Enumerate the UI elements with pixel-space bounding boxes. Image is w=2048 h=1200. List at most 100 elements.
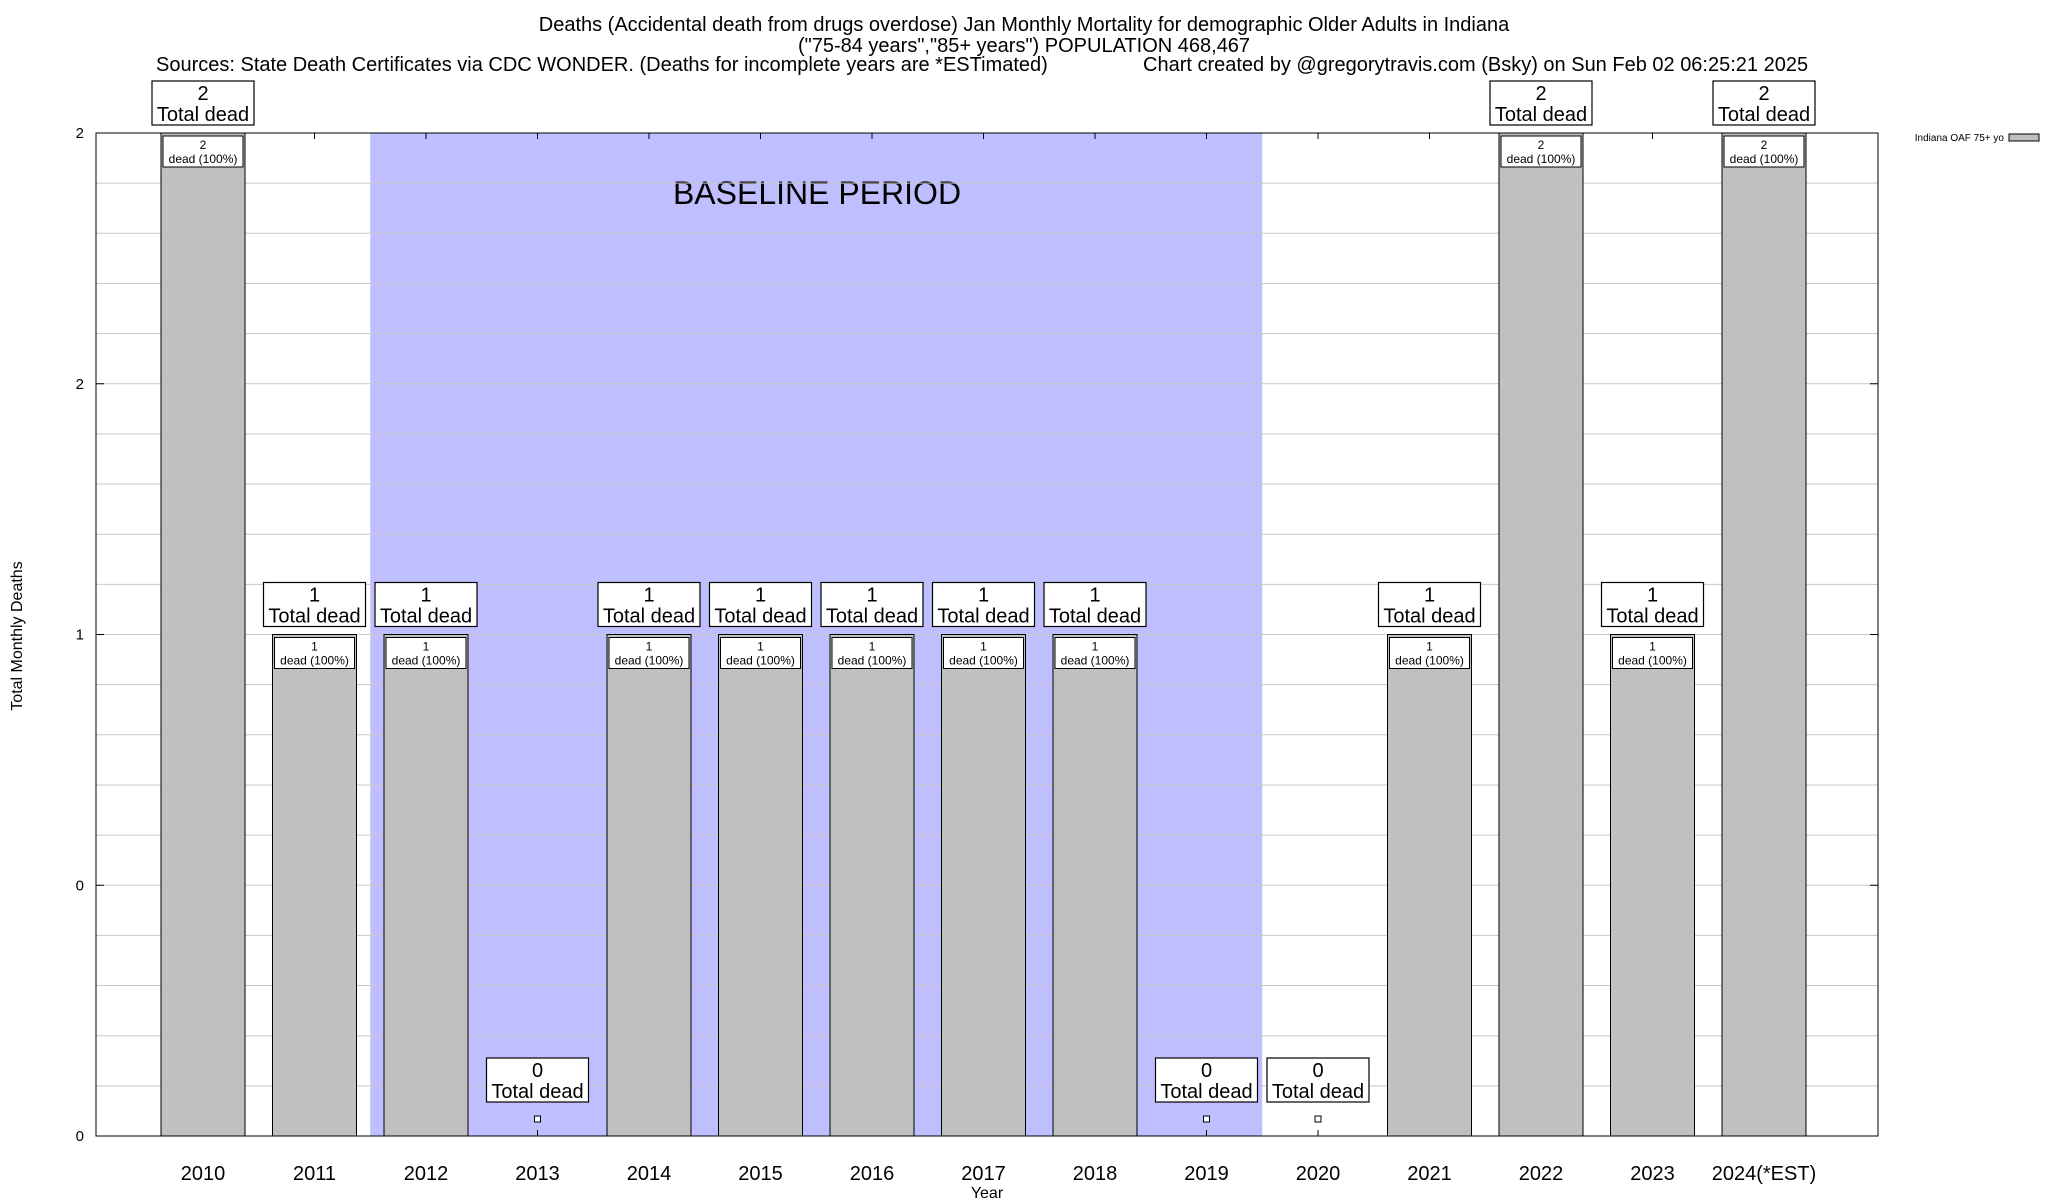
y-tick-label: 0 xyxy=(76,877,84,894)
bar-value-label: 1 xyxy=(423,640,430,654)
total-text-label: Total dead xyxy=(603,606,695,628)
bar-value-label: 1 xyxy=(869,640,876,654)
total-value-label: 1 xyxy=(1089,585,1100,607)
total-value-label: 1 xyxy=(1424,585,1435,607)
x-axis-title: Year xyxy=(971,1185,1004,1200)
total-value-label: 2 xyxy=(1758,83,1769,105)
bar-value-label: 1 xyxy=(1426,640,1433,654)
total-text-label: Total dead xyxy=(1272,1081,1364,1103)
x-tick-label: 2012 xyxy=(404,1163,449,1185)
total-text-label: Total dead xyxy=(714,606,806,628)
bar-percent-label: dead (100%) xyxy=(1395,654,1464,668)
bar-value-label: 1 xyxy=(646,640,653,654)
bar xyxy=(272,634,357,1137)
total-label-box xyxy=(1377,581,1482,628)
total-label-box xyxy=(1712,80,1816,126)
total-label-box xyxy=(262,581,367,628)
total-text-label: Total dead xyxy=(1383,606,1475,628)
total-value-label: 1 xyxy=(1647,585,1658,607)
total-text-label: Total dead xyxy=(1160,1081,1252,1103)
bar xyxy=(718,634,803,1137)
total-label-box xyxy=(1489,80,1593,126)
bar-percent-label: dead (100%) xyxy=(392,654,461,668)
bar-label-box xyxy=(385,637,467,669)
total-label-box xyxy=(597,581,701,628)
bar-label-box xyxy=(831,637,913,669)
total-value-label: 0 xyxy=(1312,1060,1323,1082)
x-tick-label: 2014 xyxy=(627,1163,672,1185)
total-text-label: Total dead xyxy=(1049,606,1141,628)
bar xyxy=(606,634,692,1137)
total-value-label: 1 xyxy=(866,585,877,607)
bar-percent-label: dead (100%) xyxy=(1730,152,1799,166)
bar-label-box xyxy=(1389,637,1470,669)
bar-label-box xyxy=(608,637,690,669)
bar xyxy=(1052,634,1138,1137)
bar-label-box xyxy=(274,637,355,669)
total-text-label: Total dead xyxy=(937,606,1029,628)
zero-marker xyxy=(1203,1115,1210,1123)
x-tick-label: 2022 xyxy=(1519,1163,1564,1185)
bar-percent-label: dead (100%) xyxy=(280,654,349,668)
total-text-label: Total dead xyxy=(826,606,918,628)
total-value-label: 0 xyxy=(1201,1060,1212,1082)
zero-marker xyxy=(1314,1115,1322,1123)
total-value-label: 1 xyxy=(420,585,431,607)
bar-value-label: 1 xyxy=(311,640,318,654)
x-tick-label: 2016 xyxy=(850,1163,895,1185)
legend-swatch xyxy=(2008,133,2040,142)
chart-credit: Chart created by @gregorytravis.com (Bsk… xyxy=(1143,54,1809,76)
x-tick-label: 2021 xyxy=(1407,1163,1452,1185)
y-tick-label: 2 xyxy=(76,125,84,142)
bar-value-label: 1 xyxy=(757,640,764,654)
total-text-label: Total dead xyxy=(491,1081,583,1103)
bar-percent-label: dead (100%) xyxy=(726,654,795,668)
bar xyxy=(941,634,1026,1137)
total-text-label: Total dead xyxy=(1495,104,1587,126)
total-text-label: Total dead xyxy=(1606,606,1698,628)
x-tick-label: 2011 xyxy=(293,1163,336,1185)
total-value-label: 0 xyxy=(532,1060,543,1082)
bar-percent-label: dead (100%) xyxy=(1507,152,1576,166)
bar-percent-label: dead (100%) xyxy=(838,654,907,668)
total-text-label: Total dead xyxy=(268,606,360,628)
bar-percent-label: dead (100%) xyxy=(1061,654,1130,668)
bar-percent-label: dead (100%) xyxy=(169,152,238,166)
y-tick-label: 0 xyxy=(76,1128,84,1145)
chart-sources: Sources: State Death Certificates via CD… xyxy=(156,54,1048,76)
bar-label-box xyxy=(1612,637,1693,669)
total-value-label: 1 xyxy=(643,585,654,607)
bar xyxy=(1387,634,1472,1137)
total-value-label: 1 xyxy=(755,585,766,607)
bar-label-box xyxy=(943,637,1024,669)
x-tick-label: 2015 xyxy=(738,1163,783,1185)
bar xyxy=(1610,634,1695,1137)
x-tick-label: 2019 xyxy=(1184,1163,1229,1185)
x-tick-label: 2023 xyxy=(1630,1163,1675,1185)
bar-label-box xyxy=(1723,135,1805,168)
bar xyxy=(383,634,469,1137)
bar-value-label: 1 xyxy=(980,640,987,654)
bar-value-label: 1 xyxy=(1092,640,1099,654)
total-value-label: 2 xyxy=(197,83,208,105)
chart-subtitle: ("75-84 years","85+ years") POPULATION 4… xyxy=(797,35,1251,57)
bar-percent-label: dead (100%) xyxy=(1618,654,1687,668)
bar-value-label: 2 xyxy=(200,138,207,152)
baseline-period-label: BASELINE PERIOD xyxy=(673,175,961,211)
bar-label-box xyxy=(1500,135,1582,168)
x-tick-label: 2024(*EST) xyxy=(1712,1163,1817,1185)
total-text-label: Total dead xyxy=(157,104,249,126)
bar xyxy=(1498,132,1584,1137)
bar-value-label: 1 xyxy=(1649,640,1656,654)
bar xyxy=(1721,132,1807,1137)
bar-label-box xyxy=(720,637,801,669)
bar-percent-label: dead (100%) xyxy=(949,654,1018,668)
total-label-box xyxy=(931,581,1036,628)
bar xyxy=(160,132,246,1137)
y-tick-label: 2 xyxy=(76,376,84,393)
total-label-box xyxy=(374,581,478,628)
bar-label-box xyxy=(162,135,244,168)
bar-value-label: 2 xyxy=(1538,138,1545,152)
bar-percent-label: dead (100%) xyxy=(615,654,684,668)
